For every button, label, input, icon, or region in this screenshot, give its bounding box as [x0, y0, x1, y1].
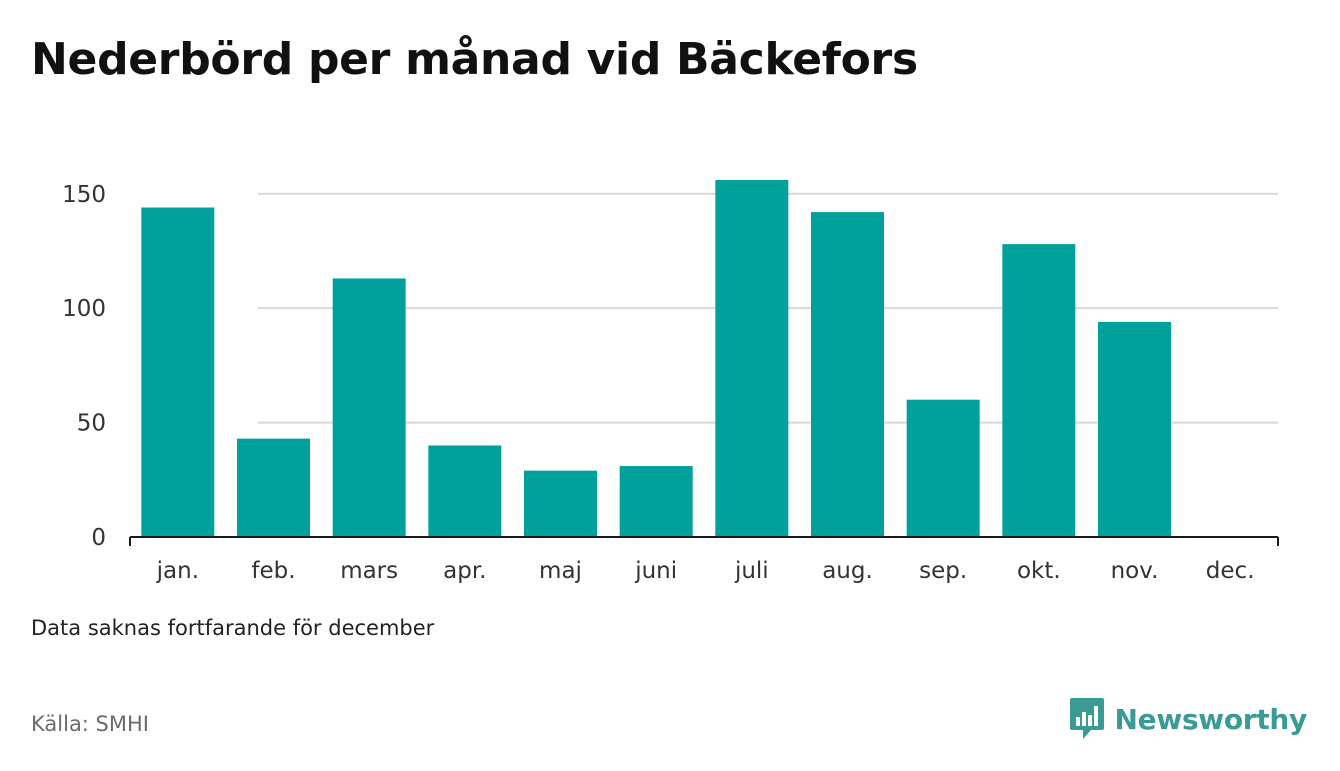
brand-name: Newsworthy	[1114, 702, 1308, 736]
x-tick-label: juni	[634, 558, 677, 584]
x-tick-label: mars	[340, 558, 398, 584]
y-tick-label: 100	[62, 296, 106, 322]
bar	[906, 399, 980, 537]
x-tick-label: dec.	[1206, 558, 1255, 584]
bar	[141, 207, 215, 537]
source-label: Källa: SMHI	[31, 712, 149, 736]
bar	[1098, 321, 1171, 537]
y-tick-label: 50	[77, 411, 106, 437]
bar	[1002, 244, 1076, 537]
bar	[715, 180, 789, 538]
x-axis-ticks: jan. feb. mars apr. maj juni juli aug. sep. okt. n…	[156, 558, 1255, 584]
x-tick-label: feb.	[251, 558, 295, 584]
x-tick-label: aug.	[822, 558, 873, 584]
x-axis	[129, 536, 1279, 546]
x-tick-label: apr.	[443, 558, 486, 584]
x-tick-label: sep.	[919, 558, 967, 584]
bar-chart-speech-bubble-icon	[1069, 698, 1104, 739]
x-tick-label: jan.	[156, 558, 199, 584]
bar	[428, 445, 502, 537]
bars	[141, 180, 1171, 538]
bar-chart: 0 50 100 150 jan. feb. mars apr. maj juni juli aug…	[62, 180, 1279, 584]
bar	[524, 470, 597, 537]
x-tick-label: okt.	[1017, 558, 1061, 584]
y-tick-label: 150	[62, 182, 106, 208]
y-tick-label: 0	[91, 525, 106, 551]
chart-note: Data saknas fortfarande för december	[31, 616, 435, 640]
chart-title: Nederbörd per månad vid Bäckefors	[31, 34, 918, 85]
brand-logo[interactable]: Newsworthy	[1069, 697, 1307, 741]
bar	[811, 212, 884, 537]
y-axis-ticks: 0 50 100 150	[62, 182, 106, 551]
x-tick-label: juli	[734, 558, 769, 584]
bar	[619, 466, 693, 537]
bar	[237, 438, 310, 537]
bar	[332, 278, 406, 537]
x-tick-label: maj	[539, 558, 582, 584]
x-tick-label: nov.	[1111, 558, 1159, 584]
